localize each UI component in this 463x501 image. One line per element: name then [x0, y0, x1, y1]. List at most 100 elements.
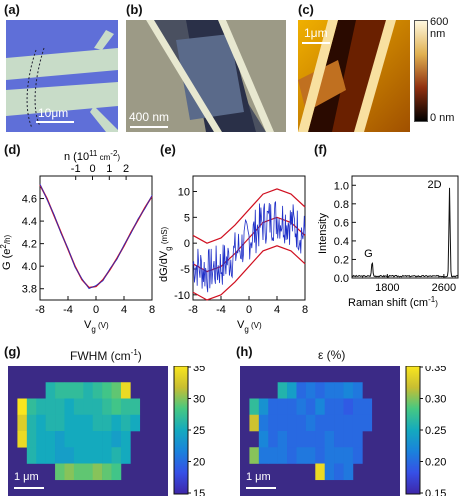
map-pixel [362, 398, 373, 416]
x-tick-label: 8 [149, 304, 155, 316]
colorbar-tick-label: 15 [193, 488, 205, 496]
map-pixel [92, 463, 103, 481]
map-pixel [268, 431, 278, 448]
map-pixel [45, 447, 56, 464]
scale-bar-label: 1μm [304, 26, 328, 40]
map-pixel [111, 463, 122, 481]
x-tick-label: -8 [188, 304, 198, 316]
map-pixel [36, 431, 46, 448]
plot-frame [351, 175, 459, 279]
data-line [39, 183, 153, 290]
map-pixel [55, 431, 65, 448]
map-pixel [315, 447, 326, 464]
panel-label-h: (h) [236, 344, 253, 359]
map-pixel [102, 463, 112, 481]
data-line [192, 200, 306, 293]
x-tick-label: 4 [121, 304, 127, 316]
map-pixel [26, 398, 37, 416]
map-pixel [36, 398, 46, 416]
map-pixel [334, 463, 344, 481]
map-pixel [315, 398, 326, 416]
map-pixel [26, 431, 37, 448]
map-pixel [64, 398, 75, 416]
map-pixel [130, 414, 141, 432]
y-tick-label: 1.0 [334, 180, 349, 192]
map-pixel [315, 382, 326, 399]
map-pixel [305, 447, 316, 464]
strain-heatmap: 1 μm [240, 366, 400, 496]
map-pixel [287, 431, 297, 448]
map-pixel [315, 431, 326, 448]
map-pixel [334, 447, 344, 464]
map-pixel [83, 463, 94, 481]
map-pixel [343, 447, 354, 464]
colorbar-tick-label: 0.20 [425, 457, 446, 469]
colorbar-gradient [405, 366, 421, 495]
y-tick-label: 10 [178, 187, 190, 199]
x-tick-label: 0 [93, 304, 99, 316]
map-pixel [64, 431, 75, 448]
map-pixel [26, 447, 37, 464]
y-tick-label: -5 [180, 264, 190, 276]
map-pixel [45, 398, 56, 416]
y-tick-label: 0.4 [334, 236, 349, 248]
strain-colorbar: 0.35 0.30 0.25 0.20 0.15 [405, 366, 446, 496]
fwhm-colorbar: 35 30 25 20 15 [173, 366, 205, 496]
map-pixel [120, 382, 131, 399]
y-tick-label: 0.6 [334, 217, 349, 229]
map-pixel [268, 447, 278, 464]
map-pixel [305, 431, 316, 448]
fwhm-map-title: FWHM (cm-1) [70, 348, 142, 363]
x-tick-label: 0 [246, 304, 252, 316]
map-pixel [343, 463, 354, 481]
map-pixel [73, 447, 84, 464]
x-tick-label: 1800 [375, 282, 399, 294]
map-pixel [277, 398, 288, 416]
map-pixel [92, 431, 103, 448]
y-tick-label: 4.6 [22, 194, 37, 206]
map-pixel [92, 414, 103, 432]
y-tick-label: 4.4 [22, 216, 37, 228]
map-pixel [277, 431, 288, 448]
scale-bar-label: 1 μm [14, 471, 39, 483]
map-pixel [277, 382, 288, 399]
map-pixel [287, 398, 297, 416]
top-axis-label: n (1011 cm-2) [64, 150, 120, 163]
map-pixel [36, 414, 46, 432]
map-pixel [120, 414, 131, 432]
map-pixel [315, 414, 326, 432]
x-tick-label: 4 [274, 304, 280, 316]
scale-bar-label: 400 nm [129, 110, 170, 124]
panel-label-c: (c) [298, 2, 314, 17]
panel-label-b: (b) [126, 2, 143, 17]
optical-micrograph: 10μm [6, 20, 118, 132]
map-pixel [73, 398, 84, 416]
map-pixel [258, 431, 269, 448]
map-pixel [83, 414, 94, 432]
map-pixel [343, 414, 354, 432]
map-pixel [111, 414, 122, 432]
height-colorbar [414, 20, 428, 122]
x-axis-label: Vg (V) [84, 319, 109, 334]
map-pixel [92, 447, 103, 464]
map-pixel [324, 431, 335, 448]
peak-label-2d: 2D [428, 179, 442, 191]
scale-bar [36, 121, 74, 123]
map-pixel [334, 431, 344, 448]
map-pixel [324, 463, 335, 481]
map-pixel [73, 463, 84, 481]
map-pixel [102, 382, 112, 399]
map-pixel [111, 431, 122, 448]
panel-label-g: (g) [4, 344, 21, 359]
map-pixel [334, 414, 344, 432]
map-pixel [334, 398, 344, 416]
y-tick-label: 0.8 [334, 199, 349, 211]
y-axis-label: Intensity [317, 213, 329, 254]
conductance-chart: -8 -4 0 4 84.64.44.24.03.8-1 0 1 2n (1011 cm-2)… [0, 150, 155, 334]
y-tick-label: 0.0 [334, 273, 349, 285]
map-pixel [324, 382, 335, 399]
map-pixel [334, 382, 344, 399]
map-pixel [324, 447, 335, 464]
y-tick-label: 3.8 [22, 284, 37, 296]
map-pixel [55, 447, 65, 464]
